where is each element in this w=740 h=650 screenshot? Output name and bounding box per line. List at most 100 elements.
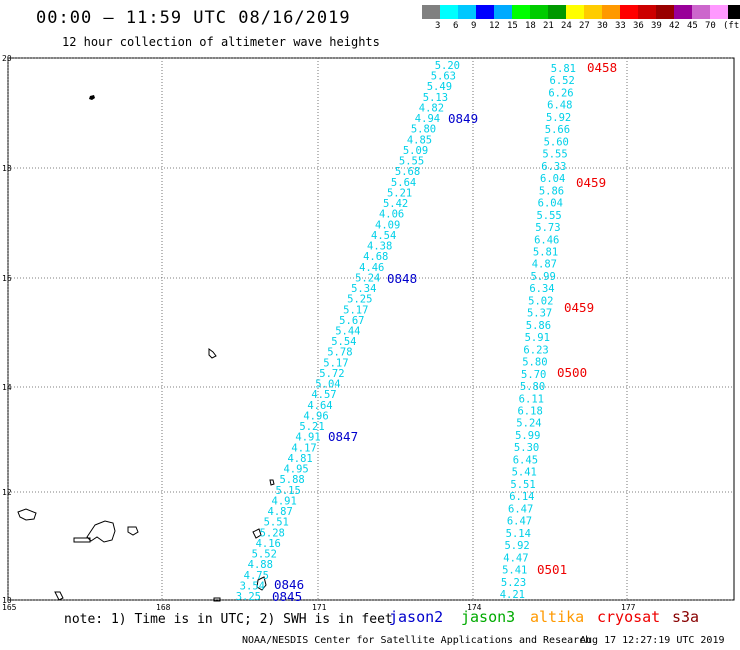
wave-height-value: 6.04 [538,198,563,210]
legend-label: 39 [651,21,662,31]
wave-height-value: 6.11 [519,393,544,405]
legend-label: 6 [453,21,459,31]
wave-height-value: 5.21 [387,187,412,199]
legend-swatches [422,5,740,19]
wave-height-value: 5.15 [276,485,301,497]
legend-swatch [584,5,602,19]
legend-swatch [440,5,458,19]
legend-label: 42 [669,21,680,31]
pass-time-label: 0849 [448,111,478,126]
wave-height-value: 4.96 [303,410,328,422]
satellite-jason3: jason3 [461,608,516,626]
wave-height-value: 4.75 [244,570,269,582]
wave-height-value: 5.80 [520,381,545,393]
wave-height-value: 6.33 [541,161,566,173]
island [54,591,64,601]
wave-height-value: 4.91 [272,495,297,507]
wave-height-value: 6.52 [550,75,575,87]
wave-height-value: 5.72 [319,368,344,380]
wave-height-value: 5.78 [327,347,352,359]
legend-swatch [638,5,656,19]
wave-height-value: 4.82 [419,102,444,114]
wave-height-value: 5.23 [501,577,526,589]
wave-height-value: 5.88 [279,474,304,486]
wave-height-value: 5.21 [299,421,324,433]
wave-height-value: 6.18 [517,406,542,418]
legend-swatch [494,5,512,19]
wave-height-value: 5.25 [347,294,372,306]
wave-height-value: 5.55 [399,156,424,168]
satellite-jason2: jason2 [389,608,444,626]
wave-height-value: 5.55 [542,149,567,161]
wave-height-value: 6.04 [540,173,565,185]
wave-height-value: 5.67 [339,315,364,327]
track-jason2: 5.205.635.495.134.824.945.804.855.095.55… [236,60,460,603]
legend-swatch [512,5,530,19]
legend-label: 33 [615,21,626,31]
legend-label: 27 [579,21,590,31]
wave-height-value: 5.13 [423,92,448,104]
wave-height-value: 6.14 [509,491,534,503]
wave-height-value: 5.80 [522,357,547,369]
map-frame [7,57,735,601]
wave-height-value: 5.92 [546,112,571,124]
pass-time-label: 0459 [564,300,594,315]
pass-time-label: 0459 [576,175,606,190]
wave-height-value: 5.99 [515,430,540,442]
wave-height-value: 5.55 [536,210,561,222]
lat-tick-label: 16 [2,274,12,283]
wave-height-value: 4.46 [359,262,384,274]
wave-height-value: 4.88 [248,559,273,571]
island [213,597,221,602]
wave-height-value: 5.80 [411,124,436,136]
wave-height-value: 5.20 [435,60,460,72]
wave-height-value: 4.09 [375,219,400,231]
legend-swatch [692,5,710,19]
track-cryosat: 5.816.526.266.485.925.665.605.556.336.04… [500,63,576,601]
lon-tick-label: 171 [312,603,327,612]
wave-height-value: 6.46 [534,234,559,246]
legend-swatch [620,5,638,19]
wave-height-value: 6.26 [548,87,573,99]
wave-height-value: 5.42 [383,198,408,210]
island [86,520,116,543]
wave-height-value: 5.86 [539,185,564,197]
legend-swatch [674,5,692,19]
wave-height-value: 6.48 [547,100,572,112]
wave-height-value: 4.54 [371,230,396,242]
wave-height-value: 5.81 [551,63,576,75]
wave-height-value: 3.54 [240,580,265,592]
wave-height-value: 5.04 [315,379,340,391]
wave-height-value: 5.49 [427,81,452,93]
wave-height-value: 5.17 [343,304,368,316]
satellite-s3a: s3a [672,608,700,626]
legend-label: 9 [471,21,477,31]
wave-height-value: 5.64 [391,177,416,189]
legend-label: 21 [543,21,554,31]
wave-height-value: 4.94 [415,113,440,125]
wave-height-value: 5.60 [544,136,569,148]
wave-height-value: 5.70 [521,369,546,381]
wave-height-value: 5.66 [545,124,570,136]
wave-height-value: 5.68 [395,166,420,178]
legend-swatch [458,5,476,19]
wave-height-value: 5.34 [351,283,376,295]
page-title: 00:00 — 11:59 UTC 08/16/2019 [36,8,351,28]
wave-height-value: 5.99 [531,271,556,283]
wave-height-value: 5.17 [323,357,348,369]
legend-swatch [422,5,440,19]
wave-height-value: 4.95 [283,464,308,476]
wave-height-value: 6.23 [523,344,548,356]
legend-label: 18 [525,21,536,31]
wave-height-value: 4.38 [367,241,392,253]
legend-swatch [530,5,548,19]
wave-height-value: 5.02 [528,295,553,307]
wave-height-value: 3.25 [236,591,261,603]
page-subtitle: 12 hour collection of altimeter wave hei… [62,35,380,49]
satellite-altika: altika [530,608,585,626]
wave-height-value: 5.37 [527,308,552,320]
wave-height-value: 4.81 [287,453,312,465]
